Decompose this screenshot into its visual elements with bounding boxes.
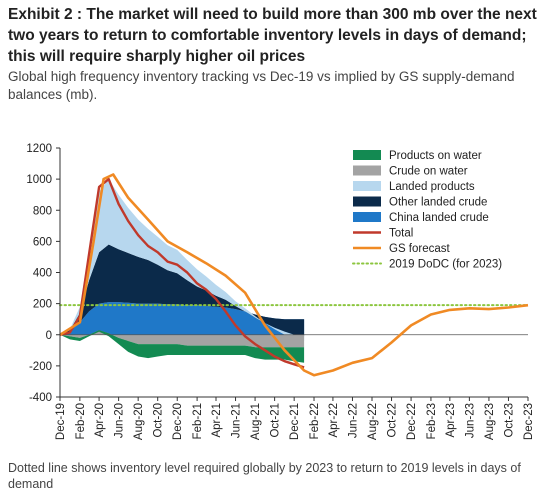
x-tick-label: Jun-20 xyxy=(114,403,126,438)
legend-label-other-landed-crude: Other landed crude xyxy=(389,197,487,209)
legend-label-total: Total xyxy=(389,228,413,240)
x-tick-label: Aug-21 xyxy=(250,403,262,440)
y-tick-label: 0 xyxy=(46,330,52,342)
legend-label-gs-forecast: GS forecast xyxy=(389,243,451,255)
legend-label-2019-dodc-for-2023: 2019 DoDC (for 2023) xyxy=(389,259,502,271)
x-tick-label: Feb-23 xyxy=(426,403,438,439)
y-tick-label: 200 xyxy=(33,299,52,311)
legend-label-products-on-water: Products on water xyxy=(389,150,482,162)
x-tick-label: Oct-23 xyxy=(503,403,515,438)
x-tick-label: Dec-20 xyxy=(172,403,184,440)
x-tick-label: Feb-21 xyxy=(192,403,204,439)
x-tick-label: Jun-21 xyxy=(231,403,243,438)
x-tick-label: Jun-22 xyxy=(347,403,359,438)
x-tick-label: Jun-23 xyxy=(464,403,476,438)
chart-subtitle: Global high frequency inventory tracking… xyxy=(8,69,515,102)
series-line-gs-forecast xyxy=(59,173,529,377)
area-other-landed-crude xyxy=(60,244,305,337)
y-tick-label: 1200 xyxy=(26,143,52,155)
y-tick-label: 800 xyxy=(33,205,52,217)
x-tick-label: Dec-23 xyxy=(523,403,535,440)
legend-swatch-crude-on-water xyxy=(353,165,381,176)
x-tick-label: Oct-21 xyxy=(270,403,282,438)
x-tick-label: Apr-22 xyxy=(328,403,340,438)
legend-swatch-china-landed-crude xyxy=(353,212,381,222)
area-landed-products xyxy=(60,179,305,341)
legend-swatch-products-on-water xyxy=(353,150,381,160)
x-tick-label: Dec-21 xyxy=(289,403,301,440)
legend-label-crude-on-water: Crude on water xyxy=(389,166,468,178)
x-tick-label: Oct-22 xyxy=(387,403,399,438)
axes: -400 -200 0 200 400 600 800 1000 1200 Dec-19 Feb-2… xyxy=(26,143,535,440)
legend-label-china-landed-crude: China landed crude xyxy=(389,212,489,224)
area-china-landed-crude xyxy=(60,302,305,335)
area-crude-on-water xyxy=(60,330,305,348)
plot-marks xyxy=(59,173,529,377)
x-tick-label: Apr-23 xyxy=(445,403,457,438)
series-line-total xyxy=(59,177,305,369)
legend-swatch-other-landed-crude xyxy=(353,196,381,207)
x-tick-label: Aug-20 xyxy=(133,403,145,440)
y-tick-label: 600 xyxy=(33,236,52,248)
x-tick-label: Dec-22 xyxy=(406,403,418,440)
x-tick-label: Oct-20 xyxy=(153,403,165,438)
y-tick-label: 400 xyxy=(33,268,52,280)
legend-swatch-landed-products xyxy=(353,181,381,191)
x-tick-label: Dec-19 xyxy=(55,403,67,440)
area-products-on-water xyxy=(60,330,305,363)
x-tick-label: Aug-22 xyxy=(367,403,379,440)
y-tick-label: -200 xyxy=(29,361,52,373)
x-tick-label: Apr-21 xyxy=(211,403,223,438)
x-tick-label: Feb-20 xyxy=(75,403,87,439)
y-tick-label: -400 xyxy=(29,392,52,404)
y-tick-label: 1000 xyxy=(26,174,52,186)
x-tick-label: Feb-22 xyxy=(309,403,321,439)
x-tick-label: Apr-20 xyxy=(94,403,106,438)
x-tick-label: Aug-23 xyxy=(484,403,496,440)
legend: Products on water Crude on water Landed pr… xyxy=(352,150,502,271)
legend-label-landed-products: Landed products xyxy=(389,181,475,193)
chart-footnote: Dotted line shows inventory level requir… xyxy=(8,461,521,491)
chart-title: Exhibit 2 : The market will need to buil… xyxy=(8,6,537,65)
